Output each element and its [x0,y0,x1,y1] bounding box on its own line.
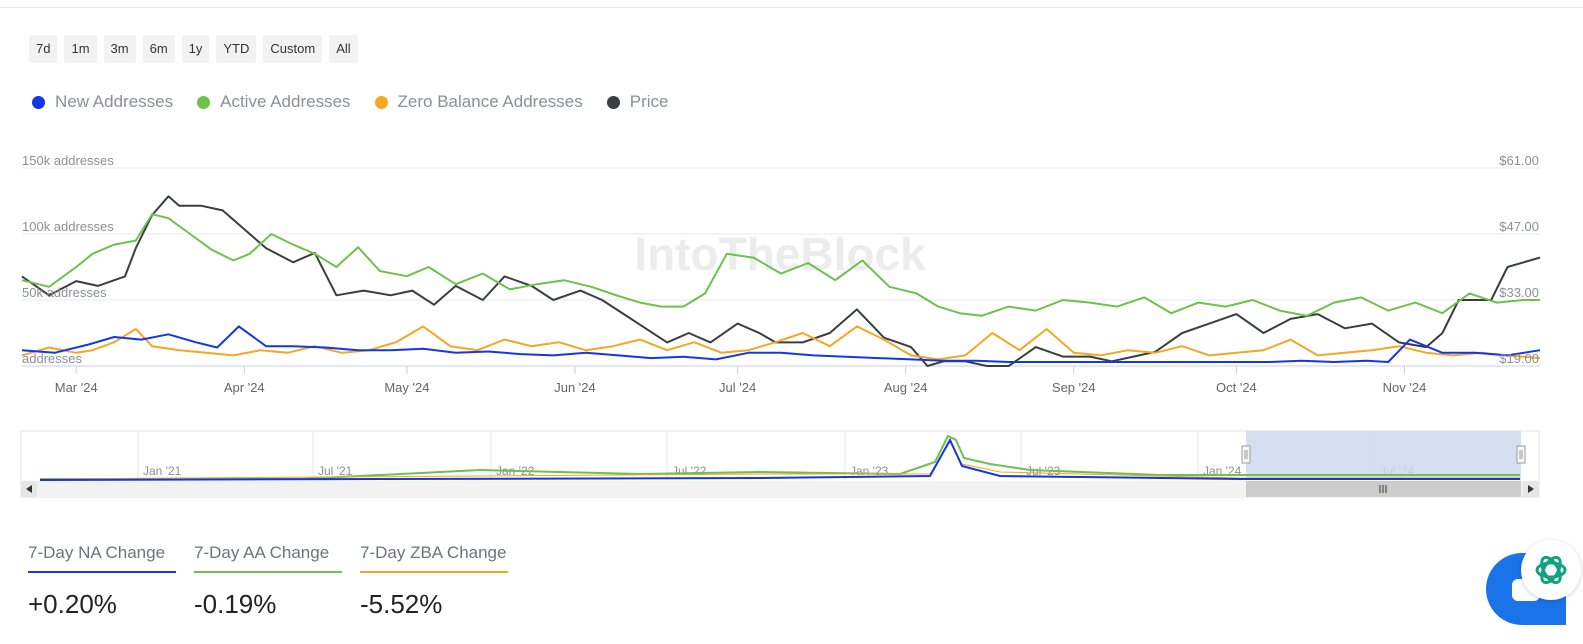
navigator-tick-label: Jan '21 [143,464,182,478]
stats-row: 7-Day NA Change +0.20% 7-Day AA Change -… [28,543,508,620]
range-7d-button[interactable]: 7d [29,35,58,63]
x-tick-label: Aug '24 [884,380,928,395]
y-right-tick-label: $47.00 [1499,219,1539,234]
navigator-handle-left[interactable] [1241,445,1251,464]
x-tick-label: Jul '24 [719,380,756,395]
x-tick-label: Mar '24 [55,380,98,395]
main-chart[interactable]: IntoTheBlock addresses 50k addresses 100k … [0,150,1583,410]
arrow-right-icon [1528,485,1534,493]
watermark-text: IntoTheBlock [634,228,926,280]
y-left-tick-label: 50k addresses [22,285,107,300]
legend-item-new-addresses[interactable]: New Addresses [32,92,173,112]
navigator-scrollbar-track[interactable] [21,481,1539,497]
range-all-button[interactable]: All [329,35,358,63]
y-right-tick-label: $61.00 [1499,153,1539,168]
stat-value-na: +0.20% [28,589,117,619]
stat-value-zba: -5.52% [360,589,443,619]
x-tick-label: May '24 [384,380,429,395]
legend-label-zero-balance-addresses: Zero Balance Addresses [397,92,583,111]
x-tick-label: Sep '24 [1052,380,1096,395]
stat-value-aa: -0.19% [194,589,277,619]
legend-label-active-addresses: Active Addresses [220,92,351,111]
range-1y-button[interactable]: 1y [181,35,210,63]
series-line-zero-balance-addresses [21,325,1541,361]
stat-label-zba: 7-Day ZBA Change [360,543,508,573]
legend-dot-active-addresses [197,95,211,109]
range-selector: 7d 1m 3m 6m 1y YTD Custom All [29,35,358,63]
legend-dot-zero-balance-addresses [374,95,388,109]
scrollbar-grip-icon [1379,485,1387,493]
y-left-tick-label: 150k addresses [22,153,114,168]
navigator[interactable]: Jan '21 Jul '21 Jan '22 Jul '22 Jan '23 Jul '… [0,430,1583,500]
navigator-tick-label: Jul '21 [318,464,353,478]
chart-series [21,195,1541,367]
y-left-tick-label: 100k addresses [22,219,114,234]
top-divider [0,7,1583,8]
chart-grid [22,167,1540,367]
stat-label-aa: 7-Day AA Change [194,543,342,573]
stat-na-change: 7-Day NA Change +0.20% [28,543,176,620]
legend-dot-new-addresses [32,95,45,109]
range-ytd-button[interactable]: YTD [216,35,257,63]
range-1m-button[interactable]: 1m [64,35,97,63]
x-tick-label: Nov '24 [1383,380,1427,395]
navigator-line-new [39,437,1520,481]
y-right-tick-label: $19.00 [1499,351,1539,366]
assistant-logo-icon[interactable] [1521,540,1581,600]
x-tick-label: Jun '24 [554,380,596,395]
range-3m-button[interactable]: 3m [103,35,136,63]
navigator-tick-label: Jul '22 [672,464,707,478]
legend-item-price[interactable]: Price [606,92,669,112]
series-line-price [21,195,1541,367]
scroll-right-button[interactable] [1523,481,1539,497]
x-tick-label: Oct '24 [1216,380,1257,395]
range-6m-button[interactable]: 6m [142,35,175,63]
arrow-left-icon [26,485,32,493]
navigator-line-active [40,434,1520,480]
legend: New Addresses Active Addresses Zero Bala… [32,92,668,112]
y-right-tick-label: $33.00 [1499,285,1539,300]
navigator-handle-right[interactable] [1516,445,1526,464]
chart-axes: addresses 50k addresses 100k addresses 150k… [22,153,1539,395]
legend-item-zero-balance-addresses[interactable]: Zero Balance Addresses [374,92,583,112]
series-line-new-addresses [21,325,1541,363]
x-tick-label: Apr '24 [224,380,265,395]
legend-item-active-addresses[interactable]: Active Addresses [197,92,351,112]
stat-aa-change: 7-Day AA Change -0.19% [194,543,342,620]
y-left-tick-label: addresses [22,351,82,366]
stat-label-na: 7-Day NA Change [28,543,176,573]
legend-label-new-addresses: New Addresses [55,92,174,111]
scroll-left-button[interactable] [21,481,37,497]
stat-zba-change: 7-Day ZBA Change -5.52% [360,543,508,620]
legend-dot-price [606,95,620,109]
navigator-selection[interactable] [1246,431,1521,480]
series-line-active-addresses [21,213,1540,317]
legend-label-price: Price [629,92,669,111]
range-custom-button[interactable]: Custom [263,35,323,63]
